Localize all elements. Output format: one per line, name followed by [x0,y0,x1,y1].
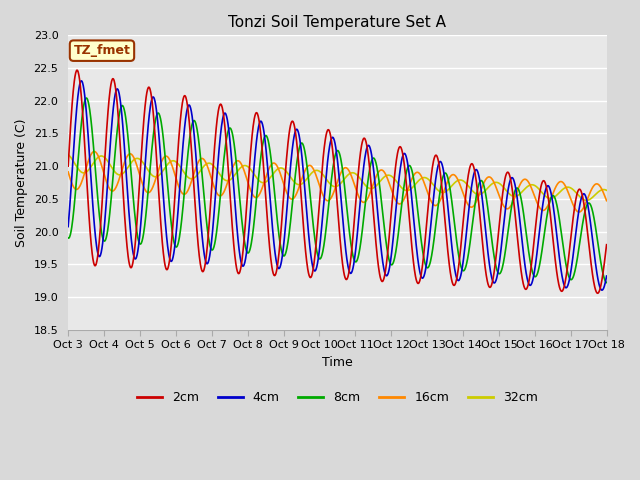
Line: 16cm: 16cm [68,152,607,212]
8cm [83,95,90,101]
32cm [582,197,590,203]
8cm [106,206,114,212]
4cm [128,243,136,249]
2cm [304,268,312,274]
8cm [314,252,322,258]
32cm [371,184,378,190]
16cm [90,149,98,155]
2cm [64,163,72,169]
Line: 4cm: 4cm [68,81,607,290]
4cm [304,226,312,231]
16cm [106,187,114,192]
Line: 32cm: 32cm [68,155,607,200]
8cm [371,157,379,163]
8cm [293,159,301,165]
4cm [598,287,605,293]
4cm [371,179,379,185]
2cm [314,221,322,227]
16cm [371,177,379,182]
8cm [603,280,611,286]
8cm [304,172,312,178]
2cm [371,228,379,234]
8cm [64,235,72,241]
Y-axis label: Soil Temperature (C): Soil Temperature (C) [15,118,28,247]
16cm [603,198,611,204]
32cm [128,159,136,165]
2cm [106,86,114,92]
16cm [293,190,301,195]
X-axis label: Time: Time [322,356,353,369]
Text: TZ_fmet: TZ_fmet [74,44,131,57]
2cm [128,263,136,269]
4cm [77,78,85,84]
32cm [292,181,300,187]
Line: 8cm: 8cm [68,98,607,283]
4cm [64,224,72,229]
2cm [293,142,301,147]
2cm [594,290,602,296]
8cm [128,181,136,187]
2cm [603,242,611,248]
Line: 2cm: 2cm [68,70,607,293]
32cm [603,187,611,193]
32cm [64,152,72,157]
16cm [64,169,72,175]
16cm [304,163,312,169]
16cm [314,178,322,183]
4cm [106,143,114,148]
16cm [128,152,136,158]
4cm [293,126,301,132]
16cm [575,209,583,215]
32cm [304,175,312,180]
Legend: 2cm, 4cm, 8cm, 16cm, 32cm: 2cm, 4cm, 8cm, 16cm, 32cm [132,386,543,409]
Title: Tonzi Soil Temperature Set A: Tonzi Soil Temperature Set A [228,15,446,30]
2cm [74,67,81,73]
32cm [314,168,321,173]
4cm [603,273,611,279]
4cm [314,259,322,264]
32cm [106,161,114,167]
